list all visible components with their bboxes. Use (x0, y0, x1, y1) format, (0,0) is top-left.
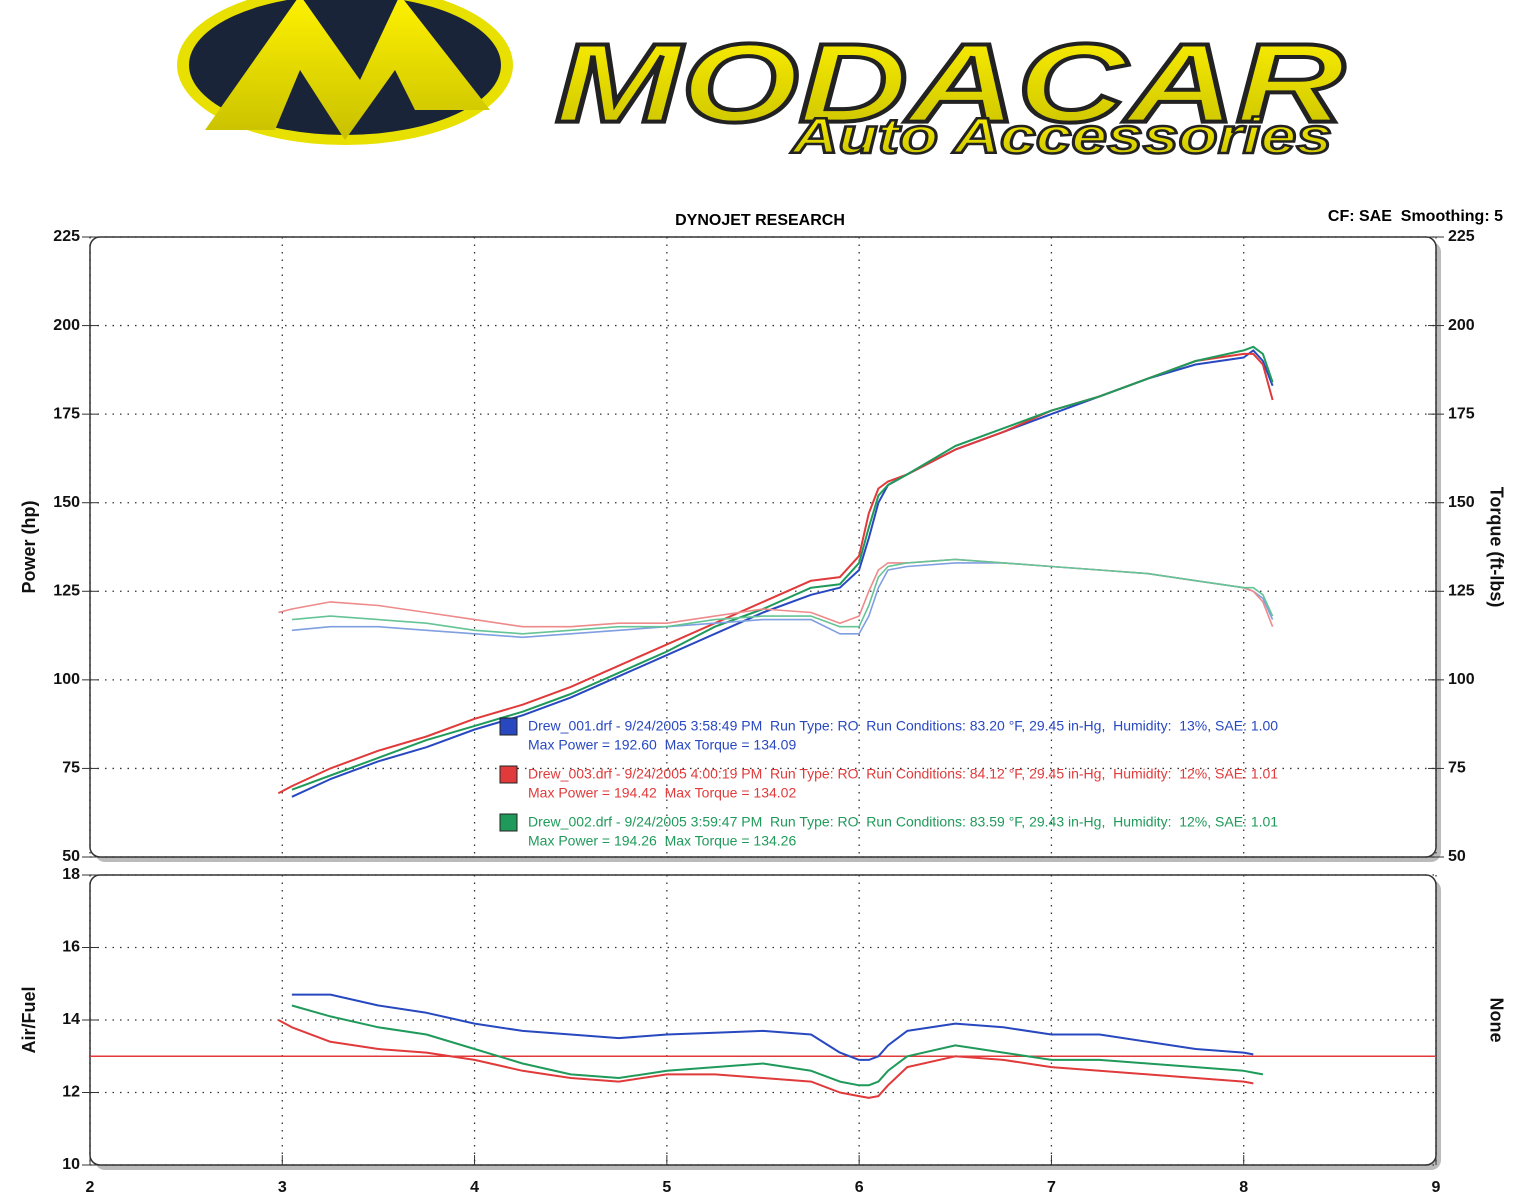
legend-swatch (499, 765, 518, 784)
data-line (291, 1004, 1264, 1087)
y2-tick-label: 200 (1448, 317, 1475, 334)
x-tick-label: 6 (855, 1179, 864, 1196)
legend-swatch (499, 717, 518, 736)
x-tick-label: 2 (86, 1179, 95, 1196)
y-tick-label: 16 (62, 939, 80, 956)
y-tick-label: 125 (53, 583, 80, 600)
y2-tick-label: 150 (1448, 494, 1475, 511)
y-axis-title: Air/Fuel (19, 986, 39, 1053)
data-line (291, 345, 1274, 791)
x-tick-label: 7 (1047, 1179, 1056, 1196)
x-tick-label: 5 (662, 1179, 671, 1196)
y2-tick-label: 50 (1448, 848, 1466, 865)
x-tick-label: 4 (470, 1179, 479, 1196)
legend-label: Drew_003.drf - 9/24/2005 4:00:19 PM Run … (528, 766, 1278, 782)
y2-axis-title: None (1486, 998, 1506, 1043)
y2-tick-label: 225 (1448, 228, 1475, 245)
x-tick-label: 3 (278, 1179, 287, 1196)
legend-label: Drew_002.drf - 9/24/2005 3:59:47 PM Run … (528, 814, 1278, 830)
chart-subtitle: CF: SAE Smoothing: 5 (1328, 208, 1503, 225)
y2-tick-label: 100 (1448, 671, 1475, 688)
y-tick-label: 12 (62, 1084, 80, 1101)
y-tick-label: 18 (62, 866, 80, 883)
logo-tagline: Auto Accessories (789, 108, 1332, 164)
data-line (291, 349, 1274, 798)
y-tick-label: 75 (62, 760, 80, 777)
y-tick-label: 150 (53, 494, 80, 511)
x-tick-label: 9 (1432, 1179, 1441, 1196)
logo: MODACAR Auto Accessories (177, 0, 1347, 165)
logo-mark (205, 0, 490, 140)
legend-swatch (499, 813, 518, 832)
y-tick-label: 200 (53, 317, 80, 334)
y-tick-label: 10 (62, 1156, 80, 1173)
y2-tick-label: 75 (1448, 760, 1466, 777)
plot-frame (89, 236, 1437, 858)
legend-summary: Max Power = 194.42 Max Torque = 134.02 (528, 785, 796, 801)
y-tick-label: 14 (62, 1011, 80, 1028)
legend-summary: Max Power = 192.60 Max Torque = 134.09 (528, 737, 796, 753)
y-tick-label: 175 (53, 405, 80, 422)
chart-title: DYNOJET RESEARCH (675, 212, 845, 229)
y2-tick-label: 125 (1448, 583, 1475, 600)
x-tick-label: 8 (1239, 1179, 1248, 1196)
data-line (291, 558, 1274, 635)
data-line (291, 993, 1254, 1061)
data-line (277, 1019, 1254, 1099)
logo-brand: MODACAR (555, 21, 1345, 146)
plot-frame (89, 874, 1437, 1166)
legend-label: Drew_001.drf - 9/24/2005 3:58:49 PM Run … (528, 718, 1278, 734)
y-tick-label: 225 (53, 228, 80, 245)
y2-tick-label: 175 (1448, 405, 1475, 422)
y-axis-title: Power (hp) (19, 500, 39, 593)
legend-summary: Max Power = 194.26 Max Torque = 134.26 (528, 833, 796, 849)
y-tick-label: 100 (53, 671, 80, 688)
y-tick-label: 50 (62, 848, 80, 865)
y2-axis-title: Torque (ft-lbs) (1486, 487, 1506, 608)
